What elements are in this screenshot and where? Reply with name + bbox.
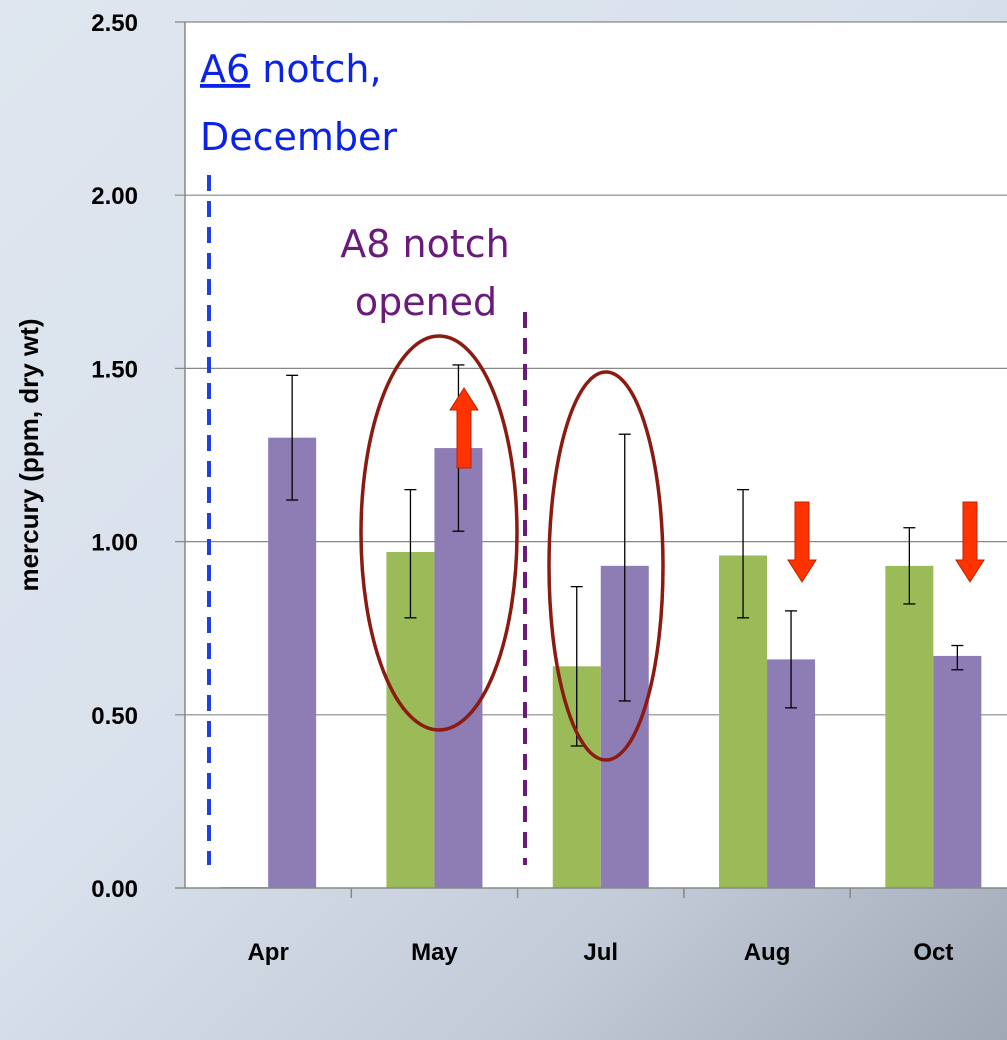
error-bar-series1-aug bbox=[737, 488, 750, 619]
y-axis-title: mercury (ppm, dry wt) bbox=[14, 318, 44, 591]
bar-series1-oct bbox=[885, 565, 934, 888]
highlight-ellipse-jul bbox=[547, 370, 665, 762]
y-tick-label: 2.00 bbox=[91, 183, 138, 210]
arrow-down-aug bbox=[787, 501, 817, 583]
arrow-up-may bbox=[449, 387, 479, 469]
y-tick-label: 0.50 bbox=[91, 703, 138, 730]
error-bar-series2-aug bbox=[785, 610, 798, 709]
x-tick-label-may: May bbox=[411, 939, 458, 966]
x-tick-label-apr: Apr bbox=[247, 939, 288, 966]
x-tick-label-aug: Aug bbox=[744, 939, 791, 966]
y-tick-label: 0.00 bbox=[91, 876, 138, 903]
a8-label-line1: A8 notch bbox=[340, 222, 509, 266]
highlight-ellipse-may bbox=[359, 334, 519, 732]
a6-label-rest: notch, bbox=[250, 47, 381, 91]
highlight-ellipses bbox=[359, 334, 665, 762]
change-arrows bbox=[449, 387, 985, 583]
bar-series2-apr bbox=[268, 437, 317, 888]
a6-link[interactable]: A6 bbox=[200, 47, 250, 91]
x-tick-label-jul: Jul bbox=[583, 939, 618, 966]
error-bar-series1-may bbox=[404, 488, 417, 619]
a6-label-line2: December bbox=[200, 115, 397, 159]
error-bars bbox=[286, 364, 964, 747]
error-bar-series1-oct bbox=[903, 527, 916, 605]
x-tick-label-oct: Oct bbox=[913, 939, 953, 966]
arrow-down-oct bbox=[955, 501, 985, 583]
error-bar-series2-jul bbox=[618, 433, 631, 702]
a8-label-line2: opened bbox=[355, 280, 497, 324]
y-tick-labels: 0.00 0.50 1.00 1.50 2.00 2.50 bbox=[91, 10, 138, 903]
error-bar-series2-oct bbox=[951, 644, 964, 671]
a6-notch-label: A6 notch, bbox=[200, 47, 382, 91]
y-tick-label: 2.50 bbox=[91, 10, 138, 37]
bar-series2-oct bbox=[933, 655, 982, 888]
y-tick-label: 1.00 bbox=[91, 530, 138, 557]
y-tick-label: 1.50 bbox=[91, 356, 138, 383]
error-bar-series1-jul bbox=[570, 585, 583, 747]
x-tick-labels: Apr May Jul Aug Oct bbox=[247, 888, 953, 966]
error-bar-series2-apr bbox=[286, 374, 299, 501]
